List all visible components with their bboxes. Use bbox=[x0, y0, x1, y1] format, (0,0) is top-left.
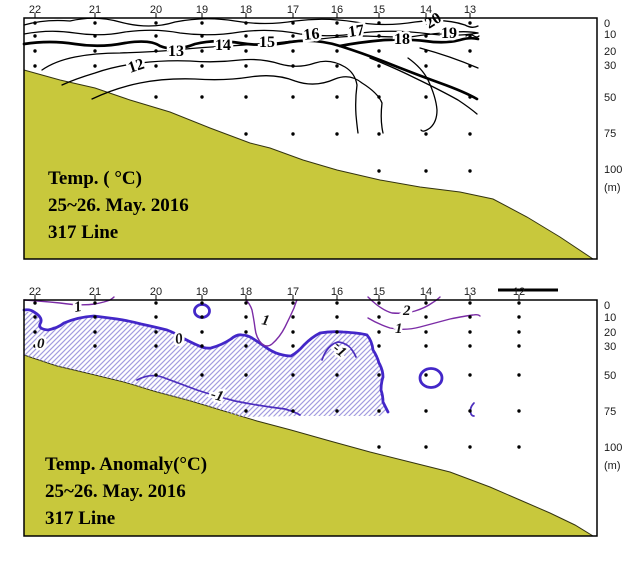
station-axis-top: 22 21 20 19 18 17 16 15 14 13 bbox=[29, 4, 476, 18]
station-label: 16 bbox=[331, 286, 343, 298]
depth-label: 20 bbox=[604, 327, 616, 339]
depth-label: 0 bbox=[604, 300, 610, 312]
bottom-panel-border bbox=[23, 299, 598, 537]
seafloor-top-panel bbox=[23, 69, 595, 260]
depth-label: 30 bbox=[604, 60, 616, 72]
top-panel-border bbox=[23, 17, 598, 260]
measurement-dots-top bbox=[33, 21, 472, 173]
depth-unit-label: (m) bbox=[604, 460, 621, 472]
depth-label: 20 bbox=[604, 46, 616, 58]
anomaly-label-zero-left: 0 bbox=[37, 336, 45, 352]
depth-label: 0 bbox=[604, 18, 610, 30]
isotherm-labels: 12 13 14 15 16 17 18 19 20 bbox=[123, 7, 459, 79]
station-label: 13 bbox=[464, 4, 476, 16]
station-label: 13 bbox=[464, 286, 476, 298]
depth-label: 10 bbox=[604, 29, 616, 41]
station-label: 22 bbox=[29, 4, 41, 16]
plus-one-contour-mid bbox=[245, 299, 298, 347]
plus-one-contour-right bbox=[367, 313, 481, 330]
panel-date: 25~26. May. 2016 bbox=[45, 481, 186, 502]
panel-title: Temp. Anomaly(°C) bbox=[45, 454, 207, 475]
minus-one-ring-station14 bbox=[418, 367, 444, 389]
bottom-panel-caption: Temp. Anomaly(°C) 25~26. May. 2016 317 L… bbox=[45, 454, 207, 529]
station-label: 18 bbox=[240, 4, 252, 16]
depth-label: 50 bbox=[604, 370, 616, 382]
depth-axis-bottom: 0 10 20 30 50 75 100 (m) bbox=[604, 300, 622, 472]
panel-line: 317 Line bbox=[48, 222, 118, 243]
plus-two-contour bbox=[367, 296, 441, 314]
station-label: 14 bbox=[420, 4, 432, 16]
station-label: 15 bbox=[373, 286, 385, 298]
anomaly-label-one-right: 1 bbox=[395, 321, 403, 337]
panel-title: Temp. ( °C) bbox=[48, 168, 142, 189]
depth-axis-top: 0 10 20 30 50 75 100 (m) bbox=[604, 18, 622, 194]
zero-anomaly-contour bbox=[22, 308, 390, 414]
station-label: 12 bbox=[513, 286, 525, 298]
panel-line: 317 Line bbox=[45, 508, 115, 529]
depth-unit-label: (m) bbox=[604, 182, 621, 194]
station-label: 20 bbox=[150, 286, 162, 298]
station-label: 20 bbox=[150, 4, 162, 16]
isotherm-label-12: 12 bbox=[126, 56, 146, 77]
depth-label: 30 bbox=[604, 341, 616, 353]
top-panel-caption: Temp. ( °C) 25~26. May. 2016 317 Line bbox=[48, 168, 189, 243]
isotherm-label-19: 19 bbox=[441, 25, 457, 42]
station-label: 19 bbox=[196, 4, 208, 16]
minus-one-contour bbox=[136, 374, 301, 416]
isotherm-label-15: 15 bbox=[259, 34, 275, 51]
hatch-negative-region bbox=[24, 312, 388, 417]
depth-label: 100 bbox=[604, 442, 622, 454]
station-label: 19 bbox=[196, 286, 208, 298]
isotherm-label-16: 16 bbox=[303, 25, 321, 44]
anomaly-label-two: 2 bbox=[402, 303, 411, 319]
depth-label: 10 bbox=[604, 312, 616, 324]
isotherm-label-18: 18 bbox=[394, 31, 410, 48]
isotherm-label-14: 14 bbox=[215, 37, 231, 54]
temp-panel: 12 13 14 15 16 17 18 19 20 22 21 20 19 1… bbox=[22, 4, 622, 260]
anomaly-label-one-left: 1 bbox=[73, 299, 83, 316]
panel-date: 25~26. May. 2016 bbox=[48, 195, 189, 216]
station-axis-bottom: 22 21 20 19 18 17 16 15 14 13 12 bbox=[29, 286, 525, 300]
measurement-dots-bottom bbox=[33, 301, 521, 449]
station-label: 16 bbox=[331, 4, 343, 16]
depth-label: 100 bbox=[604, 164, 622, 176]
depth-label: 50 bbox=[604, 92, 616, 104]
isotherm-label-17: 17 bbox=[347, 22, 365, 41]
station-label: 18 bbox=[240, 286, 252, 298]
isotherm-contours bbox=[22, 17, 480, 134]
station-label: 17 bbox=[287, 4, 299, 16]
station-label: 22 bbox=[29, 286, 41, 298]
minus-one-arc bbox=[321, 341, 357, 361]
station-label: 21 bbox=[89, 4, 101, 16]
small-arc-station13 bbox=[469, 402, 475, 417]
station-label: 14 bbox=[420, 286, 432, 298]
anomaly-labels: 1 0 0 1 2 1 -1 -1 bbox=[35, 296, 414, 407]
station-label: 15 bbox=[373, 4, 385, 16]
anomaly-panel: 1 0 0 1 2 1 -1 -1 22 21 20 19 18 17 16 1… bbox=[22, 286, 622, 537]
station-label: 17 bbox=[287, 286, 299, 298]
plus-one-contour-left bbox=[23, 296, 115, 306]
depth-label: 75 bbox=[604, 406, 616, 418]
anomaly-label-one-mid: 1 bbox=[260, 312, 271, 329]
isotherm-label-13: 13 bbox=[168, 43, 184, 60]
depth-label: 75 bbox=[604, 128, 616, 140]
station-label: 21 bbox=[89, 286, 101, 298]
